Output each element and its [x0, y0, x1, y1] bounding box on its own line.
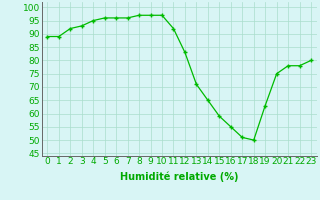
X-axis label: Humidité relative (%): Humidité relative (%) [120, 172, 238, 182]
